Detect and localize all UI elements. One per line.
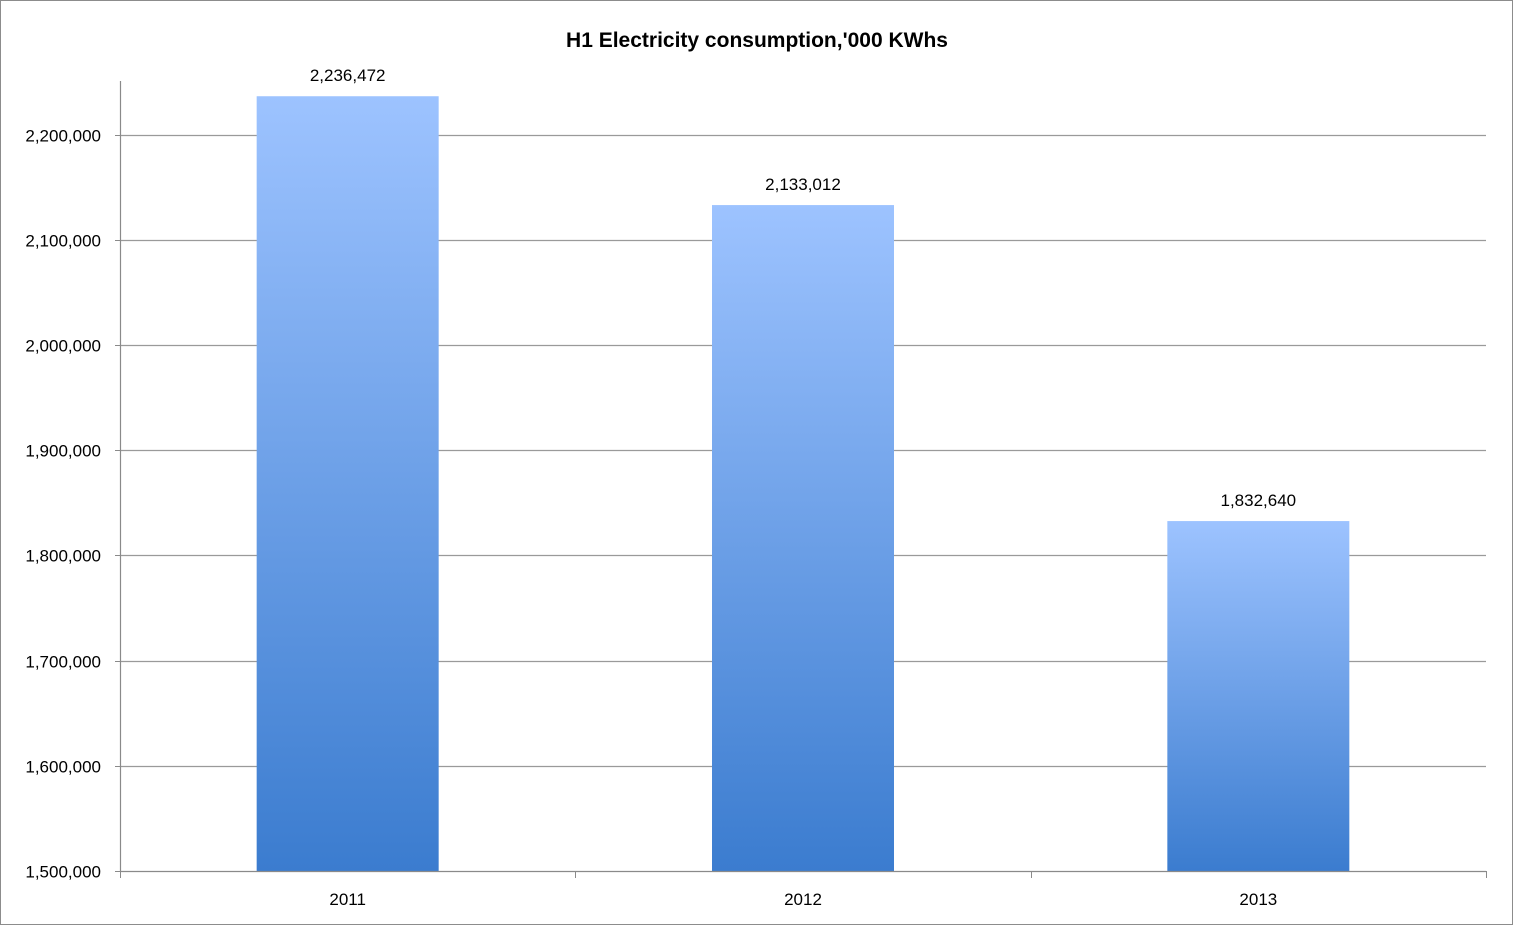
y-tick-label: 1,600,000 [25,758,101,777]
data-label-2012: 2,133,012 [765,175,841,194]
x-tick-label: 2013 [1239,890,1277,909]
bar-2013 [1167,521,1350,871]
y-tick-label: 2,000,000 [25,337,101,356]
x-tick-label: 2012 [784,890,822,909]
y-tick-label: 1,800,000 [25,547,101,566]
y-tick-label: 2,100,000 [25,232,101,251]
bar-2011 [256,96,439,872]
y-tick-label: 2,200,000 [25,127,101,146]
y-tick-label: 1,500,000 [25,863,101,882]
x-tick-label: 2011 [329,890,366,909]
y-tick-label: 1,900,000 [25,442,101,461]
data-label-2013: 1,832,640 [1221,491,1297,510]
bar-2012 [712,205,894,871]
data-label-2011: 2,236,472 [310,66,386,85]
chart-title: H1 Electricity consumption,'000 KWhs [566,29,948,52]
y-tick-label: 1,700,000 [25,653,101,672]
